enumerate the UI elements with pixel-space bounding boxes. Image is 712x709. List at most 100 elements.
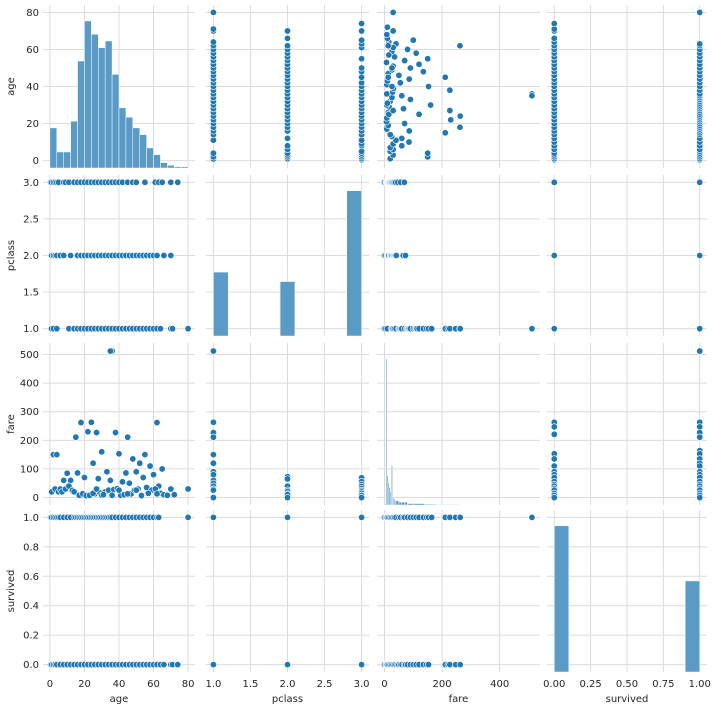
panel-survived-vs-pclass bbox=[206, 510, 369, 672]
scatter-point bbox=[163, 491, 171, 499]
y-tick-label: 0.8 bbox=[23, 542, 39, 553]
scatter-point bbox=[283, 134, 291, 142]
scatter-point bbox=[53, 451, 61, 459]
scatter-point bbox=[132, 468, 140, 476]
hist-bar bbox=[413, 503, 426, 506]
hist-bar bbox=[398, 501, 403, 506]
scatter-point bbox=[283, 34, 291, 42]
hist-bar bbox=[684, 580, 700, 673]
scatter-point bbox=[167, 252, 175, 260]
panel-pclass-vs-survived bbox=[547, 175, 707, 336]
y-tick-label: 2.5 bbox=[23, 214, 39, 225]
y-tick-label: 80 bbox=[26, 8, 39, 19]
scatter-point bbox=[358, 36, 366, 44]
scatter-point bbox=[550, 20, 558, 28]
scatter-point bbox=[70, 488, 78, 496]
scatter-point bbox=[146, 462, 154, 470]
scatter-point bbox=[406, 95, 414, 103]
scatter-point bbox=[389, 27, 397, 35]
scatter-point bbox=[209, 513, 217, 521]
scatter-point bbox=[528, 325, 536, 333]
scatter-point bbox=[405, 127, 413, 135]
scatter-point bbox=[401, 57, 409, 65]
panel-survived-vs-fare bbox=[377, 510, 540, 672]
scatter-point bbox=[456, 42, 464, 50]
scatter-point bbox=[447, 116, 455, 124]
scatter-point bbox=[112, 429, 120, 437]
hist-bar bbox=[391, 465, 393, 506]
hist-bar bbox=[132, 127, 140, 169]
x-tick-label: 80 bbox=[182, 679, 195, 690]
scatter-point bbox=[141, 178, 149, 186]
scatter-point bbox=[550, 494, 558, 502]
scatter-point bbox=[550, 430, 558, 438]
scatter-point bbox=[550, 423, 558, 431]
scatter-point bbox=[209, 451, 217, 459]
scatter-point bbox=[425, 83, 433, 91]
hist-bar bbox=[139, 134, 147, 169]
y-axis-label-pclass: pclass bbox=[6, 240, 17, 271]
scatter-point bbox=[63, 469, 71, 477]
scatter-point bbox=[153, 490, 161, 498]
scatter-point bbox=[441, 73, 449, 81]
hist-bar bbox=[385, 358, 388, 506]
scatter-point bbox=[283, 494, 291, 502]
hist-bar bbox=[554, 525, 570, 673]
scatter-point bbox=[383, 58, 391, 66]
scatter-point bbox=[696, 178, 704, 186]
scatter-point bbox=[167, 178, 175, 186]
scatter-point bbox=[283, 142, 291, 150]
scatter-point bbox=[124, 490, 132, 498]
scatter-point bbox=[209, 494, 217, 502]
scatter-point bbox=[132, 178, 140, 186]
scatter-point bbox=[93, 485, 101, 493]
x-tick-label: 0.25 bbox=[580, 679, 602, 690]
scatter-point bbox=[398, 92, 406, 100]
scatter-point bbox=[406, 64, 414, 72]
scatter-point bbox=[169, 325, 177, 333]
scatter-point bbox=[405, 75, 413, 83]
y-tick-label: 1.0 bbox=[23, 513, 39, 524]
x-tick-label: 20 bbox=[78, 679, 91, 690]
hist-bar bbox=[111, 74, 120, 169]
scatter-point bbox=[115, 486, 123, 494]
scatter-point bbox=[103, 468, 111, 476]
panel-age-vs-fare bbox=[377, 5, 540, 168]
scatter-point bbox=[398, 134, 406, 142]
scatter-point bbox=[358, 494, 366, 502]
x-tick-label: 0.75 bbox=[652, 679, 674, 690]
hist-bar bbox=[160, 162, 168, 169]
scatter-point bbox=[167, 485, 175, 493]
x-tick-label: 1.5 bbox=[243, 679, 259, 690]
scatter-point bbox=[209, 149, 217, 157]
hist-bar bbox=[213, 271, 229, 337]
y-tick-label: 1.0 bbox=[23, 324, 39, 335]
y-axis-label-age: age bbox=[6, 77, 17, 96]
y-tick-label: 0.4 bbox=[23, 601, 39, 612]
scatter-point bbox=[118, 478, 126, 486]
scatter-point bbox=[404, 45, 412, 53]
scatter-point bbox=[155, 513, 163, 521]
panel-age-vs-age bbox=[43, 5, 195, 169]
x-axis-label-survived: survived bbox=[606, 694, 649, 705]
scatter-point bbox=[409, 36, 417, 44]
scatter-point bbox=[150, 471, 158, 479]
scatter-point bbox=[106, 347, 114, 355]
scatter-point bbox=[158, 465, 166, 473]
hist-bar bbox=[63, 151, 71, 169]
scatter-point bbox=[87, 418, 95, 426]
x-tick-label: 0 bbox=[47, 679, 53, 690]
scatter-point bbox=[696, 347, 704, 355]
scatter-point bbox=[400, 178, 408, 186]
hist-bar bbox=[56, 151, 64, 169]
hist-bar bbox=[180, 166, 189, 169]
scatter-point bbox=[446, 86, 454, 94]
scatter-point bbox=[528, 513, 536, 521]
scatter-point bbox=[209, 8, 217, 16]
scatter-point bbox=[84, 428, 92, 436]
x-tick-label: 40 bbox=[113, 679, 126, 690]
scatter-point bbox=[184, 485, 192, 493]
scatter-point bbox=[358, 27, 366, 35]
